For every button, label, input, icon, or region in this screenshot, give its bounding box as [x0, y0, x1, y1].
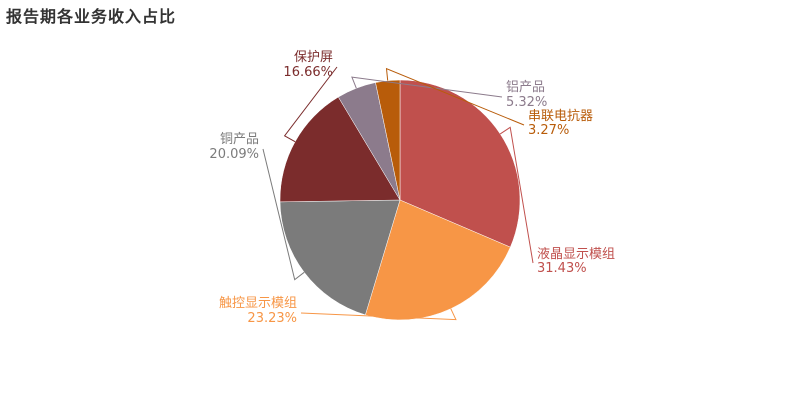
- slice-label-name-1: 触控显示模组: [219, 296, 297, 311]
- leader-line-3: [283, 66, 338, 143]
- leader-line-2: [262, 148, 305, 281]
- slice-label-pct-3: 16.66%: [283, 65, 333, 80]
- slice-label-pct-0: 31.43%: [537, 261, 587, 276]
- slice-label-pct-1: 23.23%: [247, 311, 297, 326]
- pie-slice-3: [279, 96, 401, 203]
- leader-line-4: [351, 76, 503, 98]
- pie-slice-5: [375, 79, 401, 201]
- pie-slice-2: [279, 199, 401, 316]
- slice-label-pct-5: 3.27%: [528, 123, 569, 138]
- leader-line-1: [300, 308, 457, 321]
- slice-label-pct-2: 20.09%: [209, 147, 259, 162]
- slice-label-name-2: 铜产品: [220, 132, 259, 147]
- pie-slice-0: [399, 79, 521, 248]
- slice-label-name-0: 液晶显示模组: [537, 247, 615, 262]
- leader-line-5: [385, 67, 525, 126]
- leader-line-0: [499, 126, 534, 264]
- slice-label-name-3: 保护屏: [294, 50, 333, 65]
- slice-label-pct-4: 5.32%: [506, 95, 547, 110]
- chart-title: 报告期各业务收入占比: [6, 7, 177, 26]
- slice-label-name-5: 串联电抗器: [528, 109, 593, 124]
- slice-label-name-4: 铝产品: [506, 80, 545, 95]
